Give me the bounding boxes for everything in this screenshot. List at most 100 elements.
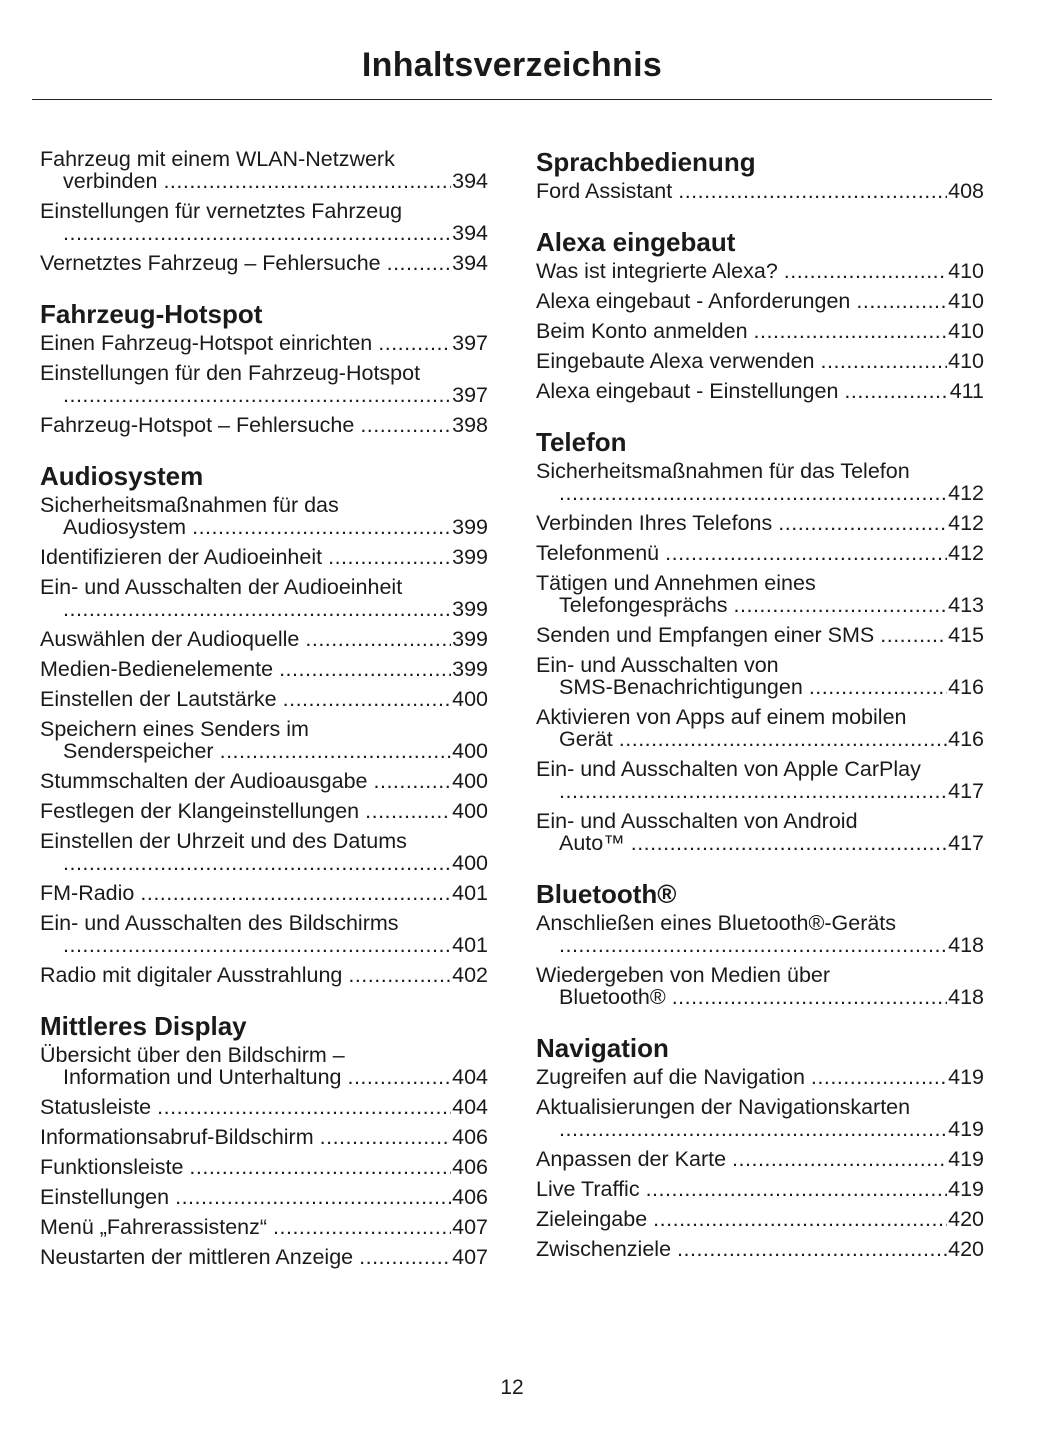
entry-page-number[interactable]: 406 (452, 1125, 488, 1149)
toc-entry[interactable]: FM-Radio 401 (40, 882, 488, 904)
entry-page-number[interactable]: 407 (452, 1215, 488, 1239)
entry-title-continued[interactable]: Auto™ (559, 831, 625, 855)
entry-page-number[interactable]: 401 (452, 881, 488, 905)
entry-title[interactable]: Einen Fahrzeug-Hotspot einrichten (40, 331, 373, 355)
entry-title-continued[interactable]: Senderspeicher (63, 739, 214, 763)
entry-title-continued[interactable]: Telefongesprächs (559, 593, 728, 617)
entry-page-number[interactable]: 419 (948, 1117, 984, 1141)
entry-title-continued[interactable]: Audiosystem (63, 515, 187, 539)
entry-page-number[interactable]: 406 (452, 1185, 488, 1209)
entry-title[interactable]: Senden und Empfangen einer SMS (536, 623, 875, 647)
entry-title[interactable]: Ein- und Ausschalten von Apple CarPlay (536, 757, 921, 781)
toc-entry[interactable]: Menü „Fahrerassistenz“ 407 (40, 1216, 488, 1238)
toc-entry[interactable]: Einen Fahrzeug-Hotspot einrichten 397 (40, 332, 488, 354)
toc-entry[interactable]: Einstellen der Lautstärke 400 (40, 688, 488, 710)
toc-entry[interactable]: Live Traffic 419 (536, 1178, 984, 1200)
entry-title[interactable]: Beim Konto anmelden (536, 319, 748, 343)
entry-page-number[interactable]: 400 (452, 769, 488, 793)
entry-title-continued[interactable]: verbinden (63, 169, 158, 193)
entry-title[interactable]: Alexa eingebaut - Einstellungen (536, 379, 839, 403)
entry-page-number[interactable]: 417 (948, 831, 984, 855)
toc-entry[interactable]: Einstellen der Uhrzeit und des Datums 400 (40, 830, 488, 874)
entry-title[interactable]: Fahrzeug mit einem WLAN-Netzwerk (40, 147, 395, 171)
entry-page-number[interactable]: 402 (452, 963, 488, 987)
entry-title-continued[interactable]: Bluetooth® (559, 985, 666, 1009)
entry-title[interactable]: Ein- und Ausschalten von Android (536, 809, 858, 833)
entry-page-number[interactable]: 412 (948, 511, 984, 535)
entry-page-number[interactable]: 419 (948, 1177, 984, 1201)
toc-entry[interactable]: Übersicht über den Bildschirm – Informati… (40, 1044, 488, 1088)
entry-page-number[interactable]: 398 (452, 413, 488, 437)
entry-title-continued[interactable]: Gerät (559, 727, 613, 751)
entry-title[interactable]: Medien-Bedienelemente (40, 657, 274, 681)
entry-page-number[interactable]: 394 (452, 169, 488, 193)
toc-entry[interactable]: Informationsabruf-Bildschirm 406 (40, 1126, 488, 1148)
entry-title[interactable]: Ein- und Ausschalten von (536, 653, 779, 677)
entry-title[interactable]: Verbinden Ihres Telefons (536, 511, 773, 535)
entry-page-number[interactable]: 410 (948, 319, 984, 343)
entry-page-number[interactable]: 397 (452, 331, 488, 355)
toc-entry[interactable]: Was ist integrierte Alexa? 410 (536, 260, 984, 282)
entry-title[interactable]: Tätigen und Annehmen eines (536, 571, 816, 595)
entry-title[interactable]: Auswählen der Audioquelle (40, 627, 300, 651)
entry-title[interactable]: Aktivieren von Apps auf einem mobilen (536, 705, 907, 729)
entry-page-number[interactable]: 419 (948, 1147, 984, 1171)
entry-title[interactable]: Ein- und Ausschalten des Bildschirms (40, 911, 399, 935)
entry-title[interactable]: Alexa eingebaut - Anforderungen (536, 289, 851, 313)
toc-entry[interactable]: Ein- und Ausschalten des Bildschirms 401 (40, 912, 488, 956)
entry-title[interactable]: Festlegen der Klangeinstellungen (40, 799, 360, 823)
entry-title[interactable]: FM-Radio (40, 881, 135, 905)
entry-page-number[interactable]: 411 (949, 379, 984, 403)
entry-title[interactable]: Menü „Fahrerassistenz“ (40, 1215, 268, 1239)
toc-entry[interactable]: Ein- und Ausschalten von SMS-Benachrichti… (536, 654, 984, 698)
toc-entry[interactable]: Alexa eingebaut - Anforderungen 410 (536, 290, 984, 312)
toc-entry[interactable]: Neustarten der mittleren Anzeige 407 (40, 1246, 488, 1268)
entry-title[interactable]: Zugreifen auf die Navigation (536, 1065, 805, 1089)
entry-title[interactable]: Einstellungen für den Fahrzeug-Hotspot (40, 361, 421, 385)
entry-page-number[interactable]: 419 (948, 1065, 984, 1089)
entry-page-number[interactable]: 394 (452, 251, 488, 275)
entry-title[interactable]: Radio mit digitaler Ausstrahlung (40, 963, 343, 987)
entry-page-number[interactable]: 400 (452, 739, 488, 763)
entry-title[interactable]: Wiedergeben von Medien über (536, 963, 831, 987)
entry-title[interactable]: Sicherheitsmaßnahmen für das (40, 493, 339, 517)
entry-title[interactable]: Telefonmenü (536, 541, 660, 565)
entry-page-number[interactable]: 413 (948, 593, 984, 617)
entry-page-number[interactable]: 407 (452, 1245, 488, 1269)
toc-entry[interactable]: Ein- und Ausschalten der Audioeinheit 399 (40, 576, 488, 620)
entry-title[interactable]: Funktionsleiste (40, 1155, 184, 1179)
entry-title[interactable]: Aktualisierungen der Navigationskarten (536, 1095, 911, 1119)
entry-page-number[interactable]: 408 (948, 179, 984, 203)
entry-title[interactable]: Einstellungen (40, 1185, 170, 1209)
entry-page-number[interactable]: 404 (452, 1065, 488, 1089)
entry-title[interactable]: Vernetztes Fahrzeug – Fehlersuche (40, 251, 381, 275)
toc-entry[interactable]: Speichern eines Senders im Senderspeicher… (40, 718, 488, 762)
entry-title-continued[interactable]: Information und Unterhaltung (63, 1065, 342, 1089)
toc-entry[interactable]: Radio mit digitaler Ausstrahlung 402 (40, 964, 488, 986)
entry-page-number[interactable]: 412 (948, 541, 984, 565)
entry-title[interactable]: Ein- und Ausschalten der Audioeinheit (40, 575, 403, 599)
entry-title[interactable]: Einstellen der Uhrzeit und des Datums (40, 829, 407, 853)
entry-page-number[interactable]: 410 (948, 289, 984, 313)
toc-entry[interactable]: Anschließen eines Bluetooth®-Geräts 418 (536, 912, 984, 956)
entry-page-number[interactable]: 418 (948, 985, 984, 1009)
entry-page-number[interactable]: 415 (948, 623, 984, 647)
entry-title[interactable]: Anschließen eines Bluetooth®-Geräts (536, 911, 897, 935)
toc-entry[interactable]: Statusleiste 404 (40, 1096, 488, 1118)
entry-title[interactable]: Live Traffic (536, 1177, 640, 1201)
toc-entry[interactable]: Tätigen und Annehmen eines Telefongespräc… (536, 572, 984, 616)
entry-page-number[interactable]: 400 (452, 687, 488, 711)
entry-page-number[interactable]: 399 (452, 515, 488, 539)
toc-entry[interactable]: Eingebaute Alexa verwenden 410 (536, 350, 984, 372)
entry-page-number[interactable]: 410 (948, 349, 984, 373)
entry-page-number[interactable]: 416 (948, 727, 984, 751)
entry-page-number[interactable]: 399 (452, 627, 488, 651)
entry-page-number[interactable]: 410 (948, 259, 984, 283)
entry-page-number[interactable]: 394 (452, 221, 488, 245)
entry-title[interactable]: Fahrzeug-Hotspot – Fehlersuche (40, 413, 355, 437)
entry-title[interactable]: Ford Assistant (536, 179, 673, 203)
entry-title[interactable]: Einstellen der Lautstärke (40, 687, 277, 711)
toc-entry[interactable]: Zugreifen auf die Navigation 419 (536, 1066, 984, 1088)
